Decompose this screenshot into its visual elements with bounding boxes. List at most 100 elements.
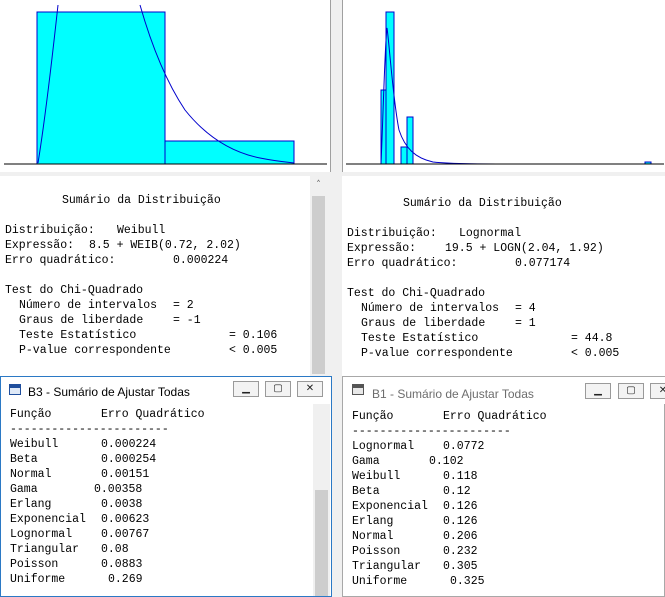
table-row-function: Triangular [352, 560, 422, 573]
intervals-label: Número de intervalos [361, 302, 500, 315]
table-row-function: Beta [352, 485, 380, 498]
pvalue-label: P-value correspondente [19, 344, 171, 357]
table-row-error: 0.126 [443, 515, 478, 528]
scroll-up-icon[interactable]: ˄ [316, 180, 321, 190]
fit-results-table: Função Erro Quadrático -----------------… [343, 404, 663, 596]
table-row-function: Uniforme [10, 573, 66, 586]
table-row-function: Lognormal [10, 528, 73, 541]
table-row-error: 0.08 [101, 543, 129, 556]
close-icon[interactable]: ✕ [650, 383, 665, 399]
distribution-value: Lognormal [459, 227, 522, 240]
right-histogram-panel [342, 0, 665, 172]
table-row-function: Normal [10, 468, 52, 481]
chi-square-heading: Test do Chi-Quadrado [5, 284, 144, 297]
table-row-function: Gama [352, 455, 380, 468]
histogram-bar [400, 146, 408, 165]
title-bar[interactable]: B3 - Sumário de Ajustar Todas ▁ ▢ ✕ [1, 377, 331, 404]
right-fit-all-window: B1 - Sumário de Ajustar Todas ▁ ▢ ✕ Funç… [342, 376, 665, 597]
maximize-icon[interactable]: ▢ [265, 381, 291, 397]
expression-value: 8.5 + WEIB(0.72, 2.02) [89, 239, 241, 252]
fitted-curve [380, 27, 524, 165]
table-row-function: Poisson [352, 545, 401, 558]
error-value: 0.000224 [173, 254, 229, 267]
left-window-scrollbar[interactable] [313, 404, 330, 596]
distribution-label: Distribuição: [347, 227, 437, 240]
table-row-error: 0.126 [443, 500, 478, 513]
test-statistic-label: Teste Estatístico [19, 329, 137, 342]
table-row-function: Weibull [10, 438, 59, 451]
test-statistic-value: = 44.8 [571, 332, 613, 345]
table-row-error: 0.206 [443, 530, 478, 543]
table-row-function: Weibull [352, 470, 401, 483]
distribution-label: Distribuição: [5, 224, 95, 237]
error-label: Erro quadrático: [347, 257, 458, 270]
expression-value: 19.5 + LOGN(2.04, 1.92) [445, 242, 604, 255]
left-summary-scrollbar[interactable]: ˄ [310, 176, 327, 376]
table-row-function: Erlang [10, 498, 52, 511]
fitted-curve [37, 4, 295, 164]
table-row-error: 0.232 [443, 545, 478, 558]
table-row-function: Normal [352, 530, 394, 543]
table-row-error: 0.118 [443, 470, 478, 483]
column-header-error: Erro Quadrático [443, 410, 547, 423]
dof-label: Graus de liberdade [361, 317, 486, 330]
minimize-icon[interactable]: ▁ [585, 383, 611, 399]
table-row-error: 0.0772 [443, 440, 485, 453]
table-row-function: Exponencial [352, 500, 428, 513]
dof-label: Graus de liberdade [19, 314, 144, 327]
table-row-error: 0.00151 [101, 468, 150, 481]
app-window-icon [352, 384, 364, 395]
pvalue-label: P-value correspondente [361, 347, 513, 360]
pvalue-value: < 0.005 [571, 347, 620, 360]
table-separator: ----------------------- [10, 423, 169, 436]
column-header-error: Erro Quadrático [101, 408, 205, 421]
table-row-error: 0.0038 [101, 498, 143, 511]
table-row-error: 0.325 [450, 575, 485, 588]
column-header-function: Função [352, 410, 394, 423]
table-row-error: 0.00358 [94, 483, 143, 496]
table-row-function: Poisson [10, 558, 59, 571]
intervals-label: Número de intervalos [19, 299, 158, 312]
expression-label: Expressão: [5, 239, 75, 252]
dof-value: = -1 [173, 314, 201, 327]
left-distribution-summary: Sumário da Distribuição Distribuição: We… [0, 176, 310, 376]
test-statistic-value: = 0.106 [229, 329, 278, 342]
pane-divider[interactable] [331, 0, 342, 597]
column-header-function: Função [10, 408, 52, 421]
window-title: B3 - Sumário de Ajustar Todas [28, 385, 190, 399]
table-separator: ----------------------- [352, 425, 511, 438]
distribution-value: Weibull [117, 224, 166, 237]
table-row-function: Exponencial [10, 513, 86, 526]
fit-results-table: Função Erro Quadrático -----------------… [1, 404, 313, 596]
pvalue-value: < 0.005 [229, 344, 278, 357]
table-row-error: 0.00623 [101, 513, 150, 526]
dof-value: = 1 [515, 317, 536, 330]
table-row-function: Beta [10, 453, 38, 466]
maximize-icon[interactable]: ▢ [618, 383, 644, 399]
table-row-error: 0.269 [108, 573, 143, 586]
table-row-error: 0.12 [443, 485, 471, 498]
scrollbar-thumb[interactable] [312, 196, 325, 374]
chi-square-heading: Test do Chi-Quadrado [347, 287, 486, 300]
title-bar[interactable]: B1 - Sumário de Ajustar Todas ▁ ▢ ✕ [343, 377, 665, 404]
table-row-function: Triangular [10, 543, 80, 556]
left-histogram-panel [0, 0, 331, 172]
table-row-error: 0.00767 [101, 528, 150, 541]
summary-heading: Sumário da Distribuição [62, 194, 221, 207]
table-row-function: Erlang [352, 515, 394, 528]
table-row-error: 0.305 [443, 560, 478, 573]
scrollbar-thumb[interactable] [315, 490, 328, 596]
table-row-error: 0.102 [429, 455, 464, 468]
table-row-error: 0.000224 [101, 438, 157, 451]
left-histogram-chart [4, 4, 327, 165]
table-row-function: Gama [10, 483, 38, 496]
minimize-icon[interactable]: ▁ [233, 381, 259, 397]
close-icon[interactable]: ✕ [297, 381, 323, 397]
table-row-function: Lognormal [352, 440, 415, 453]
histogram-bar [406, 116, 414, 165]
expression-label: Expressão: [347, 242, 417, 255]
error-label: Erro quadrático: [5, 254, 116, 267]
summary-heading: Sumário da Distribuição [403, 197, 562, 210]
error-value: 0.077174 [515, 257, 571, 270]
intervals-value: = 2 [173, 299, 194, 312]
